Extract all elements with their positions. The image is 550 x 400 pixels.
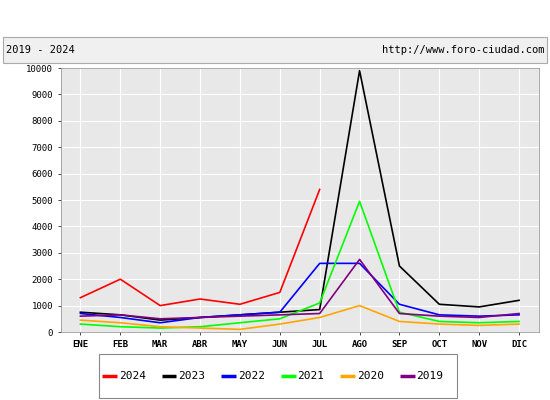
FancyBboxPatch shape: [99, 354, 456, 398]
Text: 2019: 2019: [416, 371, 444, 381]
Text: Evolucion Nº Turistas Extranjeros en el municipio de Eskoriatza: Evolucion Nº Turistas Extranjeros en el …: [65, 12, 485, 24]
Text: 2024: 2024: [119, 371, 146, 381]
Text: 2021: 2021: [298, 371, 324, 381]
Text: http://www.foro-ciudad.com: http://www.foro-ciudad.com: [382, 45, 544, 55]
Text: 2020: 2020: [357, 371, 384, 381]
Text: 2019 - 2024: 2019 - 2024: [6, 45, 74, 55]
FancyBboxPatch shape: [3, 37, 547, 62]
Text: 2023: 2023: [178, 371, 205, 381]
Text: 2022: 2022: [238, 371, 265, 381]
